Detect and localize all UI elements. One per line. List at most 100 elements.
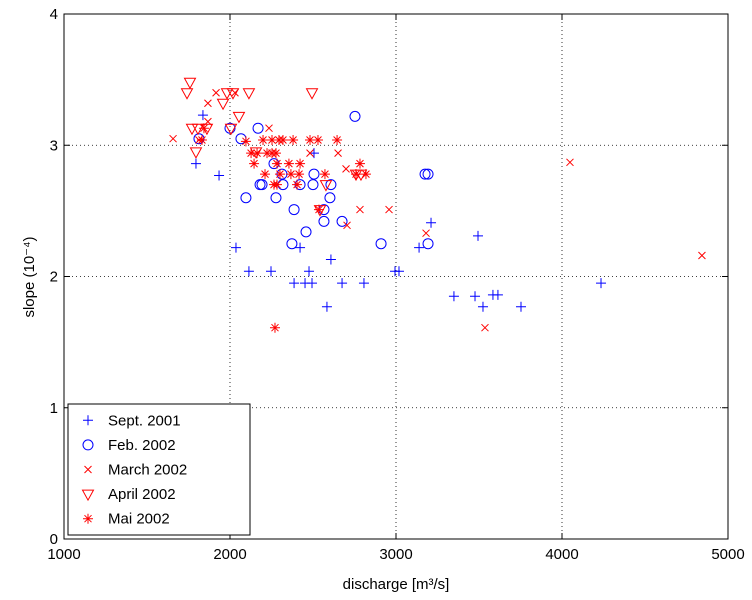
x-tick-label: 1000 xyxy=(47,546,80,563)
y-tick-label: 1 xyxy=(50,400,58,417)
data-point xyxy=(350,169,361,180)
data-point xyxy=(249,158,260,169)
data-point xyxy=(269,322,280,333)
y-tick-label: 3 xyxy=(50,137,58,154)
x-tick-label: 3000 xyxy=(379,546,412,563)
data-point xyxy=(266,135,277,145)
data-point xyxy=(324,192,336,204)
data-point xyxy=(481,323,489,332)
legend-marker xyxy=(84,465,92,474)
data-point xyxy=(304,266,315,277)
data-point xyxy=(319,169,330,180)
data-point xyxy=(306,149,314,157)
data-point xyxy=(214,170,225,181)
data-point xyxy=(698,251,706,260)
data-point xyxy=(313,205,327,217)
data-point xyxy=(230,242,241,253)
data-point xyxy=(226,88,240,100)
legend-marker xyxy=(81,489,95,502)
data-point xyxy=(288,135,299,145)
legend-marker xyxy=(83,415,93,426)
data-point xyxy=(252,122,264,134)
data-point xyxy=(285,169,296,180)
data-point xyxy=(292,179,303,190)
data-point xyxy=(422,238,434,250)
data-point xyxy=(354,169,368,182)
data-point xyxy=(336,215,348,227)
data-point xyxy=(277,135,288,145)
data-point xyxy=(360,169,371,180)
data-point xyxy=(312,135,323,145)
data-point xyxy=(349,110,361,122)
y-tick-label: 4 xyxy=(50,6,58,23)
legend-label: April 2002 xyxy=(108,486,176,503)
legend-label: Sept. 2001 xyxy=(108,412,181,429)
data-point xyxy=(266,266,277,277)
data-point xyxy=(258,135,269,145)
data-point xyxy=(325,254,336,265)
data-point xyxy=(169,134,177,143)
data-point xyxy=(254,179,266,191)
data-point xyxy=(448,291,459,302)
data-point xyxy=(271,179,282,190)
data-point xyxy=(305,135,316,145)
x-tick-label: 4000 xyxy=(545,546,578,563)
data-point xyxy=(385,205,393,214)
data-point xyxy=(271,158,282,169)
data-point xyxy=(343,221,351,230)
data-point xyxy=(295,158,306,169)
data-point xyxy=(358,278,369,289)
data-point xyxy=(289,278,300,289)
plot-frame xyxy=(63,13,729,540)
data-point xyxy=(240,192,252,204)
legend-label: Feb. 2002 xyxy=(108,437,176,454)
data-point xyxy=(318,215,330,227)
data-point xyxy=(256,179,268,191)
data-point xyxy=(419,168,431,180)
data-point xyxy=(198,123,209,134)
data-point xyxy=(270,148,281,159)
legend-marker xyxy=(82,439,94,451)
data-point xyxy=(473,230,484,241)
data-point xyxy=(274,169,285,180)
legend-label: March 2002 xyxy=(108,462,187,479)
legend-box xyxy=(67,403,251,536)
data-point xyxy=(422,229,430,238)
data-point xyxy=(190,158,201,169)
data-point xyxy=(270,192,282,204)
data-point xyxy=(212,88,220,97)
data-point xyxy=(305,88,319,100)
legend-label: Mai 2002 xyxy=(108,511,170,528)
data-point xyxy=(246,148,257,159)
data-point xyxy=(286,238,298,250)
data-point xyxy=(422,168,434,180)
data-point xyxy=(243,266,254,277)
data-point xyxy=(492,289,503,300)
data-point xyxy=(470,291,481,302)
y-axis-label: slope (10⁻⁴) xyxy=(21,236,38,317)
data-point xyxy=(191,123,205,136)
data-point xyxy=(393,266,404,277)
data-point xyxy=(477,301,488,312)
data-point xyxy=(242,88,256,100)
data-point xyxy=(354,158,365,169)
data-point xyxy=(426,217,437,228)
data-point xyxy=(189,147,203,159)
data-point xyxy=(356,205,364,214)
data-point xyxy=(337,278,348,289)
data-point xyxy=(321,301,332,312)
data-point xyxy=(313,204,324,215)
data-point xyxy=(196,135,207,145)
data-point xyxy=(240,136,251,147)
data-point xyxy=(307,278,318,289)
y-tick-label: 0 xyxy=(50,531,58,548)
data-point xyxy=(283,158,294,169)
x-tick-label: 5000 xyxy=(711,546,744,563)
data-point xyxy=(515,301,526,312)
data-point xyxy=(334,149,342,157)
legend-marker xyxy=(83,513,93,524)
data-point xyxy=(307,179,319,191)
x-tick-label: 2000 xyxy=(213,546,246,563)
y-tick-label: 2 xyxy=(50,269,58,286)
data-point xyxy=(183,77,197,90)
